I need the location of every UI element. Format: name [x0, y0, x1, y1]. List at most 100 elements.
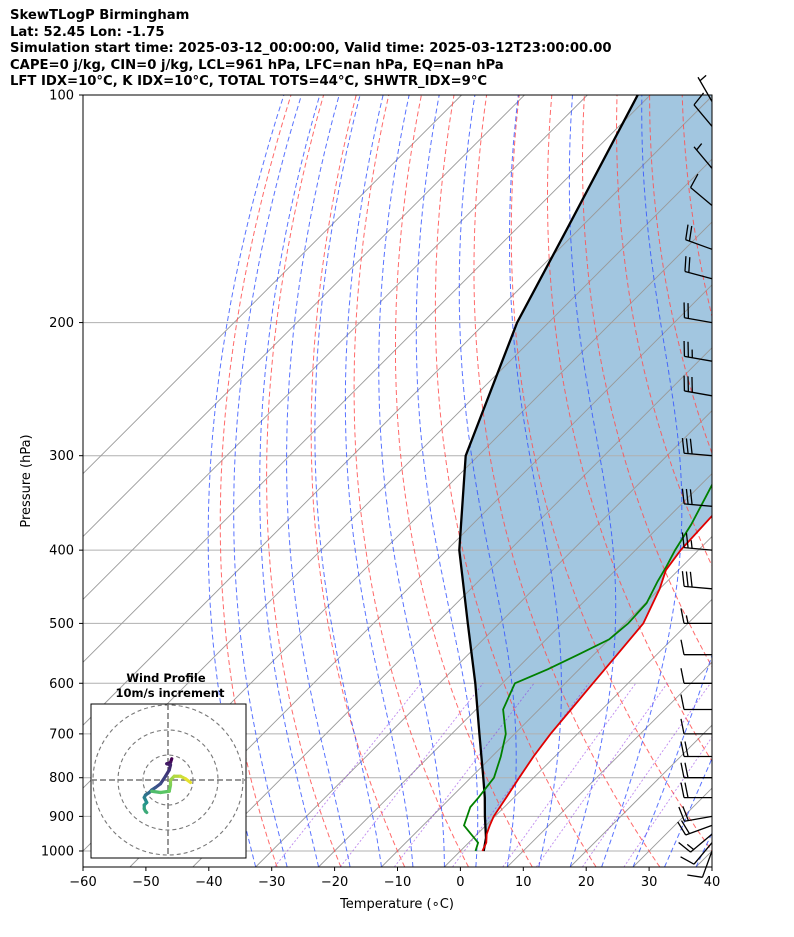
- wind-barb-staff: [684, 390, 713, 397]
- dry-adiabat: [434, 95, 597, 867]
- wind-barb: [683, 375, 713, 397]
- wind-barb: [681, 571, 713, 590]
- wind-barb-full: [678, 842, 691, 853]
- wind-barb: [680, 668, 712, 684]
- hodograph-segment: [183, 777, 193, 785]
- wind-barb: [684, 256, 713, 280]
- mixing-ratio-line: [502, 683, 637, 867]
- wind-barb-full: [683, 341, 686, 357]
- wind-barb-full: [685, 532, 689, 549]
- wind-barb-staff: [684, 452, 713, 457]
- wind-barb: [677, 820, 713, 836]
- y-tick-label: 400: [49, 544, 74, 559]
- wind-barb-full: [691, 377, 693, 393]
- hodograph-segment: [143, 809, 149, 815]
- wind-barb-full: [677, 821, 687, 836]
- wind-barb-full: [680, 820, 691, 834]
- y-tick-label: 700: [49, 727, 74, 742]
- y-axis-label: Pressure (hPa): [19, 434, 34, 527]
- x-tick-label: −50: [132, 875, 159, 890]
- isotherm: [506, 661, 712, 867]
- wind-barb-full: [681, 532, 685, 548]
- wind-barb: [683, 341, 713, 362]
- wind-barb: [680, 782, 712, 799]
- dry-adiabat: [547, 95, 712, 763]
- isotherm: [83, 95, 525, 538]
- wind-barb-full: [683, 302, 686, 318]
- dry-adiabat: [395, 95, 533, 867]
- wind-barb: [680, 842, 713, 865]
- wind-barb-full: [684, 762, 689, 778]
- wind-barb-full: [678, 806, 686, 822]
- y-tick-label: 800: [49, 771, 74, 786]
- wind-barb-full: [689, 438, 693, 455]
- wind-barb-full: [688, 225, 693, 242]
- wind-barb-half: [690, 540, 693, 549]
- wind-barb-staff: [684, 270, 713, 280]
- moist-adiabat: [314, 95, 382, 867]
- x-tick-label: −60: [69, 875, 96, 890]
- wind-barb-full: [680, 718, 685, 735]
- y-tick-label: 100: [49, 89, 74, 104]
- wind-barb: [678, 833, 713, 853]
- isotherm: [318, 472, 712, 867]
- wind-barb-full: [687, 376, 690, 392]
- wind-barb-half: [699, 74, 707, 82]
- wind-barb-half: [691, 349, 693, 358]
- dry-adiabat: [715, 95, 794, 867]
- mixing-ratio-line: [623, 736, 712, 867]
- wind-barb-staff: [684, 547, 713, 551]
- x-tick-label: 40: [704, 875, 721, 890]
- isotherm: [83, 95, 651, 663]
- moist-adiabat: [259, 95, 321, 867]
- wind-barb: [680, 608, 712, 625]
- wind-barb: [683, 302, 713, 324]
- wind-barb-full: [685, 438, 689, 454]
- wind-barb-full: [680, 741, 685, 757]
- moist-adiabat: [568, 95, 617, 867]
- wind-barb-full: [680, 856, 695, 865]
- wind-barb-full: [685, 571, 689, 587]
- moist-adiabat: [509, 95, 562, 867]
- isotherm: [192, 347, 712, 867]
- dry-adiabat: [582, 95, 712, 668]
- wind-barb-full: [687, 303, 690, 319]
- wind-barb: [681, 437, 713, 457]
- isotherm: [83, 95, 588, 601]
- moist-adiabat: [378, 95, 445, 867]
- wind-barb-staff: [684, 317, 713, 324]
- wind-barb: [680, 741, 712, 758]
- wind-barb-staff: [684, 503, 713, 507]
- dry-adiabat: [780, 95, 794, 867]
- x-tick-label: −30: [258, 875, 285, 890]
- wind-barb-staff: [685, 824, 713, 836]
- x-tick-label: −20: [321, 875, 348, 890]
- parcel-profile-line: [458, 95, 639, 852]
- wind-barb: [693, 92, 713, 127]
- y-tick-label: 200: [49, 316, 74, 331]
- wind-barb-full: [687, 874, 703, 878]
- wind-barb-full: [689, 173, 699, 188]
- moist-adiabat: [601, 95, 683, 867]
- wind-barb-full: [680, 782, 685, 798]
- mixing-ratio-line: [274, 683, 422, 867]
- wind-barb-staff: [684, 815, 713, 822]
- wind-barb-full: [685, 224, 689, 240]
- moist-adiabat: [344, 95, 414, 867]
- wind-barb: [680, 694, 712, 711]
- dry-adiabat: [649, 95, 712, 455]
- mixing-ratio-line: [339, 683, 484, 867]
- x-tick-label: −10: [384, 875, 411, 890]
- cin-area: [459, 95, 712, 851]
- x-tick-label: 10: [515, 875, 532, 890]
- wind-barb: [689, 173, 713, 206]
- wind-barb: [685, 224, 713, 250]
- wind-barb-full: [680, 668, 685, 684]
- wind-barb: [680, 718, 712, 735]
- mixing-ratio-line: [582, 683, 711, 867]
- wind-barb-staff: [690, 833, 713, 853]
- isotherm: [381, 535, 712, 867]
- dry-adiabat: [310, 95, 406, 867]
- wind-barb: [697, 74, 713, 102]
- x-tick-label: 30: [641, 875, 658, 890]
